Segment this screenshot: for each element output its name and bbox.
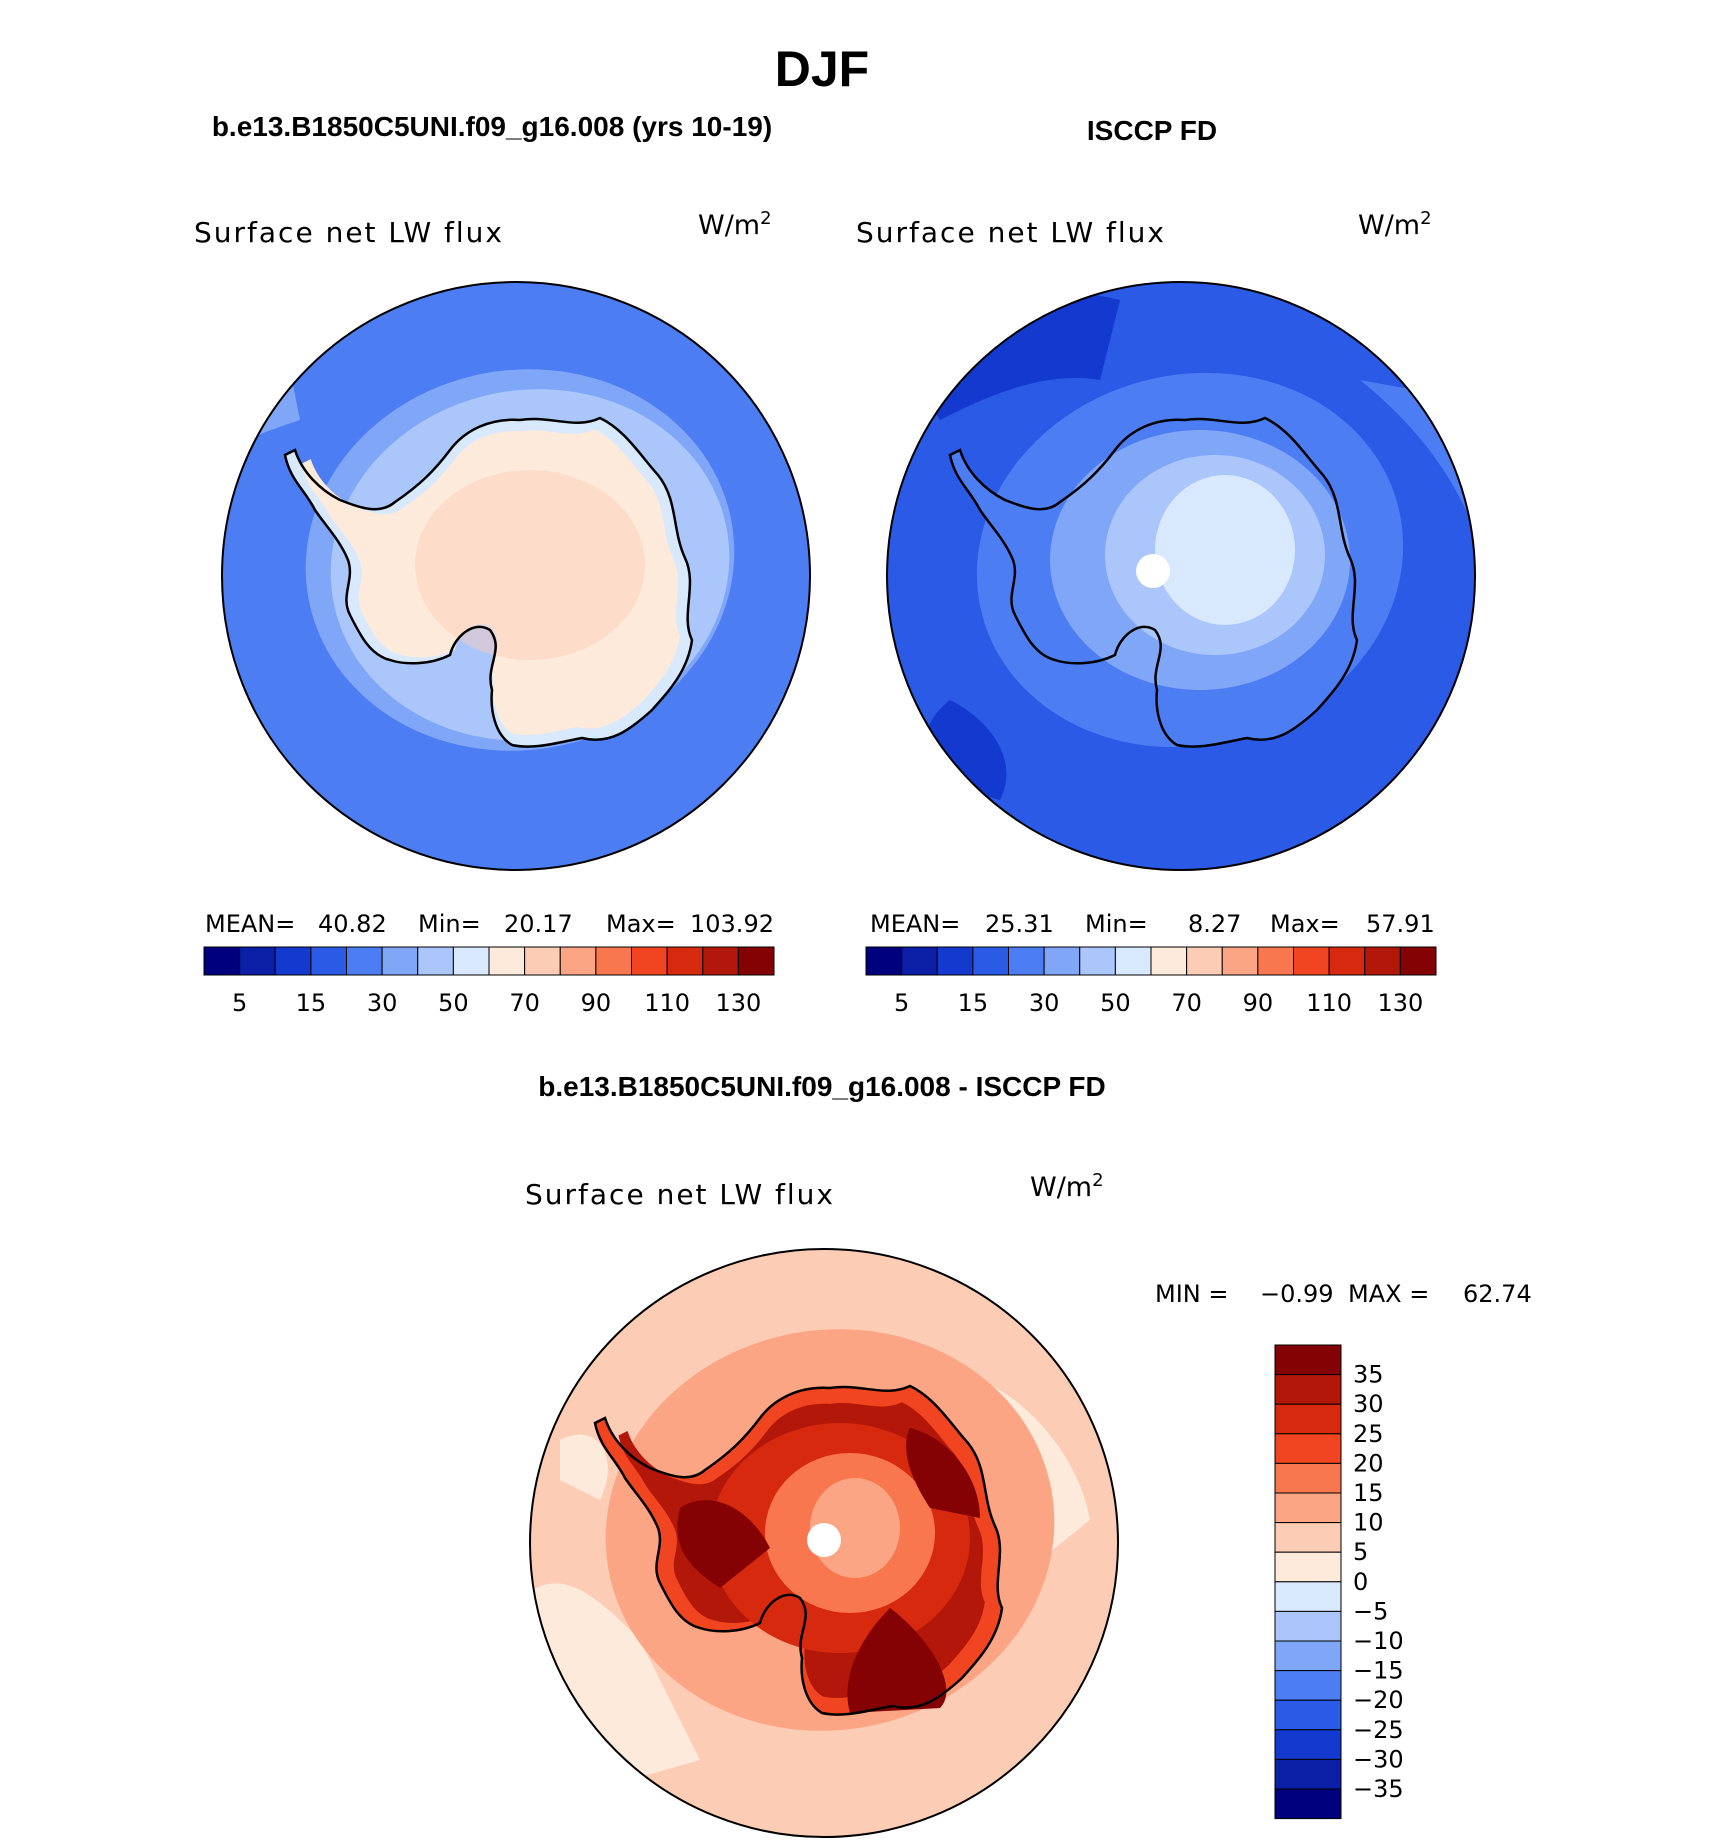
panel-b-colorbar-swatch bbox=[1364, 946, 1401, 976]
panel-b-colorbar-swatch bbox=[901, 946, 938, 976]
panel-b-colorbar-swatch bbox=[1221, 946, 1259, 976]
panel-c-colorbar-swatch bbox=[1274, 1670, 1342, 1701]
panel-a-colorbar-tick-label: 70 bbox=[509, 989, 540, 1017]
panel-b-colorbar-swatch bbox=[1399, 946, 1437, 976]
panel-c-colorbar-tick-label: 25 bbox=[1353, 1420, 1384, 1448]
panel-a-colorbar-swatch bbox=[524, 946, 561, 976]
panel-c-colorbar-tick-label: −10 bbox=[1353, 1627, 1404, 1655]
panel-b-stats: MEAN= 25.31 Min= 8.27 Max= 57.91 bbox=[870, 910, 1435, 938]
panel-a-colorbar-tick-label: 130 bbox=[715, 989, 761, 1017]
panel-c-colorbar-tick-label: −25 bbox=[1353, 1716, 1404, 1744]
panel-c-colorbar-tick-label: 10 bbox=[1353, 1509, 1384, 1537]
panel-b-colorbar-swatch bbox=[972, 946, 1009, 976]
panel-a-colorbar-swatch bbox=[559, 946, 597, 976]
panel-c-colorbar-tick-label: 20 bbox=[1353, 1449, 1384, 1477]
panel-b-title: ISCCP FD bbox=[1087, 115, 1217, 146]
panel-c-colorbar-tick-label: 5 bbox=[1353, 1538, 1368, 1566]
panel-b-colorbar-swatch bbox=[1043, 946, 1081, 976]
panel-a-map bbox=[221, 281, 811, 871]
panel-c-colorbar-tick-label: −15 bbox=[1353, 1657, 1404, 1685]
panel-c-title: b.e13.B1850C5UNI.f09_g16.008 - ISCCP FD bbox=[538, 1071, 1106, 1102]
panel-c-colorbar-swatch bbox=[1274, 1551, 1342, 1583]
panel-b-colorbar-swatch bbox=[1114, 946, 1152, 976]
panel-c-colorbar-swatch bbox=[1274, 1699, 1342, 1731]
panel-a-colorbar-swatch bbox=[417, 946, 454, 976]
panel-a-colorbar-swatch bbox=[666, 946, 704, 976]
panel-b-colorbar-tick-label: 50 bbox=[1100, 989, 1131, 1017]
panel-c-colorbar-tick-label: 30 bbox=[1353, 1390, 1384, 1418]
panel-b-colorbar-tick-label: 110 bbox=[1306, 989, 1352, 1017]
panel-c-map bbox=[529, 1248, 1119, 1838]
panel-a-colorbar-swatch bbox=[737, 946, 775, 976]
panel-c-colorbar-swatch bbox=[1274, 1640, 1342, 1672]
panel-b-colorbar: 5 15 30 50 70 90 110 130 bbox=[865, 946, 1437, 1017]
panel-c-colorbar-tick-label: 15 bbox=[1353, 1479, 1384, 1507]
panel-b-colorbar-swatch bbox=[1293, 946, 1330, 976]
panel-b-colorbar-swatch bbox=[1079, 946, 1116, 976]
panel-b-variable: Surface net LW flux bbox=[856, 216, 1166, 249]
panel-a-colorbar-swatch bbox=[203, 946, 241, 976]
panel-a-colorbar-swatch bbox=[488, 946, 526, 976]
panel-c-variable: Surface net LW flux bbox=[525, 1178, 835, 1211]
panel-b-colorbar-tick-label: 5 bbox=[894, 989, 909, 1017]
panel-a-colorbar-swatch bbox=[346, 946, 383, 976]
panel-c-colorbar-tick-label: −30 bbox=[1353, 1745, 1404, 1773]
panel-c-colorbar-tick-label: −20 bbox=[1353, 1686, 1404, 1714]
panel-b-colorbar-swatch bbox=[936, 946, 974, 976]
panel-b-colorbar-swatch bbox=[1186, 946, 1223, 976]
panel-c-colorbar-swatch bbox=[1274, 1522, 1342, 1553]
panel-b-colorbar-swatch bbox=[1328, 946, 1366, 976]
panel-a-colorbar: 5 15 30 50 70 90 110 130 bbox=[203, 946, 775, 1017]
panel-a-colorbar-swatch bbox=[274, 946, 312, 976]
panel-a-colorbar-tick-label: 110 bbox=[644, 989, 690, 1017]
panel-b-map bbox=[886, 281, 1476, 871]
panel-c-colorbar-swatch bbox=[1274, 1492, 1342, 1524]
panel-a-title: b.e13.B1850C5UNI.f09_g16.008 (yrs 10-19) bbox=[212, 111, 772, 142]
panel-c-colorbar-swatch bbox=[1274, 1788, 1342, 1820]
panel-a-colorbar-swatch bbox=[631, 946, 668, 976]
panel-b-colorbar-tick-label: 90 bbox=[1243, 989, 1274, 1017]
panel-a-colorbar-tick-label: 30 bbox=[367, 989, 398, 1017]
panel-c-colorbar-swatch bbox=[1274, 1462, 1342, 1494]
panel-a-colorbar-swatch bbox=[595, 946, 632, 976]
panel-a-colorbar-swatch bbox=[702, 946, 739, 976]
panel-c-units: W/m2 bbox=[1030, 1170, 1104, 1203]
panel-b-colorbar-tick-label: 130 bbox=[1377, 989, 1423, 1017]
panel-a-colorbar-tick-label: 5 bbox=[232, 989, 247, 1017]
panel-a-colorbar-tick-label: 15 bbox=[296, 989, 327, 1017]
panel-c-colorbar-tick-label: 0 bbox=[1353, 1568, 1368, 1596]
panel-b-colorbar-tick-label: 70 bbox=[1171, 989, 1202, 1017]
panel-c-colorbar-swatch bbox=[1274, 1729, 1342, 1760]
panel-a-stats: MEAN= 40.82 Min= 20.17 Max= 103.92 bbox=[205, 910, 774, 938]
panel-b-colorbar-swatch bbox=[1008, 946, 1045, 976]
panel-a-colorbar-swatch bbox=[381, 946, 419, 976]
season-title: DJF bbox=[775, 41, 869, 97]
panel-b-colorbar-tick-label: 30 bbox=[1029, 989, 1060, 1017]
panel-b-colorbar-swatch bbox=[865, 946, 903, 976]
panel-c-colorbar-swatch bbox=[1274, 1433, 1342, 1464]
panel-c-colorbar-swatch bbox=[1274, 1344, 1342, 1376]
panel-a-variable: Surface net LW flux bbox=[194, 216, 504, 249]
panel-c-colorbar-swatch bbox=[1274, 1758, 1342, 1790]
panel-a-units: W/m2 bbox=[698, 208, 772, 241]
panel-b-colorbar-tick-label: 15 bbox=[958, 989, 989, 1017]
panel-c-colorbar-swatch bbox=[1274, 1403, 1342, 1435]
panel-a-colorbar-swatch bbox=[452, 946, 490, 976]
panel-c-stats: MIN = −0.99 MAX = 62.74 bbox=[1155, 1280, 1532, 1308]
panel-a-colorbar-swatch bbox=[310, 946, 347, 976]
panel-a-colorbar-tick-label: 90 bbox=[581, 989, 612, 1017]
panel-b-colorbar-swatch bbox=[1150, 946, 1188, 976]
panel-b-colorbar-swatch bbox=[1257, 946, 1294, 976]
panel-c-colorbar-tick-label: −35 bbox=[1353, 1775, 1404, 1803]
panel-b-units: W/m2 bbox=[1358, 208, 1432, 241]
panel-a-colorbar-swatch bbox=[239, 946, 276, 976]
panel-c-colorbar-tick-label: 35 bbox=[1353, 1361, 1384, 1389]
panel-c-colorbar-swatch bbox=[1274, 1610, 1342, 1642]
panel-c-colorbar-swatch bbox=[1274, 1374, 1342, 1405]
panel-a-colorbar-tick-label: 50 bbox=[438, 989, 469, 1017]
panel-c-colorbar-swatch bbox=[1274, 1581, 1342, 1612]
panel-c-colorbar-tick-label: −5 bbox=[1353, 1597, 1388, 1625]
